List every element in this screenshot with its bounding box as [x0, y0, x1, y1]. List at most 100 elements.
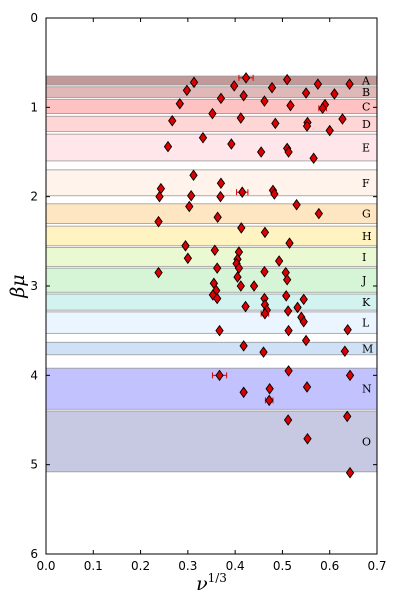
- data-point: [338, 113, 347, 125]
- data-point: [301, 334, 311, 347]
- data-point: [168, 114, 177, 127]
- data-point: [238, 186, 247, 198]
- data-point: [189, 169, 198, 181]
- data-point: [216, 190, 225, 203]
- data-point: [256, 146, 266, 158]
- x-tick-label: 0.0: [36, 559, 55, 573]
- data-point: [284, 324, 293, 337]
- data-point: [175, 97, 184, 110]
- band-o: [45, 410, 378, 473]
- data-point: [213, 211, 222, 223]
- data-point: [343, 324, 352, 336]
- data-point: [283, 273, 292, 286]
- data-point: [260, 226, 270, 239]
- data-point: [309, 152, 318, 165]
- data-point: [239, 89, 248, 102]
- data-point: [293, 301, 302, 314]
- data-point: [260, 95, 269, 107]
- band-label-k: K: [362, 296, 371, 309]
- data-point: [249, 280, 259, 292]
- data-point: [215, 369, 224, 382]
- y-tick-label: 6: [30, 547, 38, 561]
- data-point: [215, 324, 224, 337]
- data-point: [260, 265, 269, 278]
- data-points-layer: [154, 72, 355, 479]
- data-point: [286, 99, 295, 112]
- data-point: [313, 78, 323, 90]
- y-axis-title: βμ: [7, 274, 29, 298]
- band-label-o: O: [362, 435, 371, 448]
- data-point: [216, 92, 226, 105]
- x-tick-label: 0.3: [178, 559, 197, 573]
- x-tick-label: 0.6: [320, 559, 339, 573]
- data-point: [239, 386, 248, 399]
- band-a: [45, 75, 378, 86]
- band-label-i: I: [362, 251, 366, 264]
- data-point: [236, 280, 245, 292]
- data-point: [302, 120, 312, 132]
- data-point: [198, 131, 208, 144]
- data-point: [239, 340, 248, 352]
- band-label-j: J: [361, 274, 366, 287]
- band-label-g: G: [362, 208, 371, 221]
- data-point: [302, 381, 312, 393]
- data-point: [213, 262, 222, 274]
- x-tick-label: 0.1: [84, 559, 103, 573]
- data-point: [187, 190, 196, 202]
- data-point: [301, 87, 311, 99]
- band-label-l: L: [362, 317, 370, 330]
- band-label-a: A: [361, 75, 371, 88]
- x-tick-label: 0.7: [367, 559, 386, 573]
- band-n: [45, 367, 378, 410]
- data-point: [340, 345, 350, 357]
- data-point: [182, 84, 192, 97]
- x-tick-label: 0.5: [273, 559, 292, 573]
- band-label-f: F: [362, 177, 370, 190]
- data-point: [230, 80, 239, 92]
- data-point: [314, 207, 323, 220]
- data-point: [208, 107, 217, 120]
- data-point: [213, 292, 222, 305]
- data-point: [271, 117, 280, 130]
- data-point: [259, 346, 268, 358]
- data-point: [318, 102, 327, 114]
- band-f: [45, 169, 378, 197]
- band-h: [45, 225, 378, 247]
- band-label-e: E: [362, 142, 370, 155]
- band-j: [45, 267, 378, 293]
- data-point: [283, 73, 292, 86]
- y-tick-label: 5: [30, 458, 38, 472]
- data-point: [265, 382, 274, 395]
- x-tick-label: 0.2: [131, 559, 150, 573]
- data-point: [345, 369, 355, 382]
- band-e: [45, 133, 378, 162]
- data-point: [216, 177, 226, 190]
- data-point: [325, 124, 334, 137]
- data-point: [183, 252, 193, 265]
- data-point: [154, 215, 163, 228]
- data-point: [274, 255, 284, 267]
- y-tick-label: 1: [30, 100, 38, 114]
- y-tick-label: 0: [30, 11, 38, 25]
- band-l: [45, 311, 378, 334]
- data-point: [181, 240, 190, 252]
- data-point: [303, 432, 312, 445]
- band-b: [45, 86, 378, 98]
- data-point: [299, 293, 308, 306]
- data-point: [163, 140, 173, 153]
- data-point: [267, 81, 277, 94]
- data-point: [285, 237, 294, 249]
- tick-layer: 0.0 0.1 0.2 0.3 0.4 0.5 0.6 0.7 0 1 2 3 4 5 6: [30, 11, 386, 573]
- data-point: [265, 394, 274, 407]
- data-point: [185, 200, 194, 213]
- data-point: [241, 300, 250, 313]
- band-g: [45, 203, 378, 224]
- x-axis-title: ν1/3: [196, 571, 227, 595]
- y-tick-label: 4: [30, 368, 38, 382]
- data-point: [210, 244, 219, 257]
- data-point: [299, 315, 308, 328]
- data-point: [282, 290, 291, 302]
- data-point: [292, 198, 301, 211]
